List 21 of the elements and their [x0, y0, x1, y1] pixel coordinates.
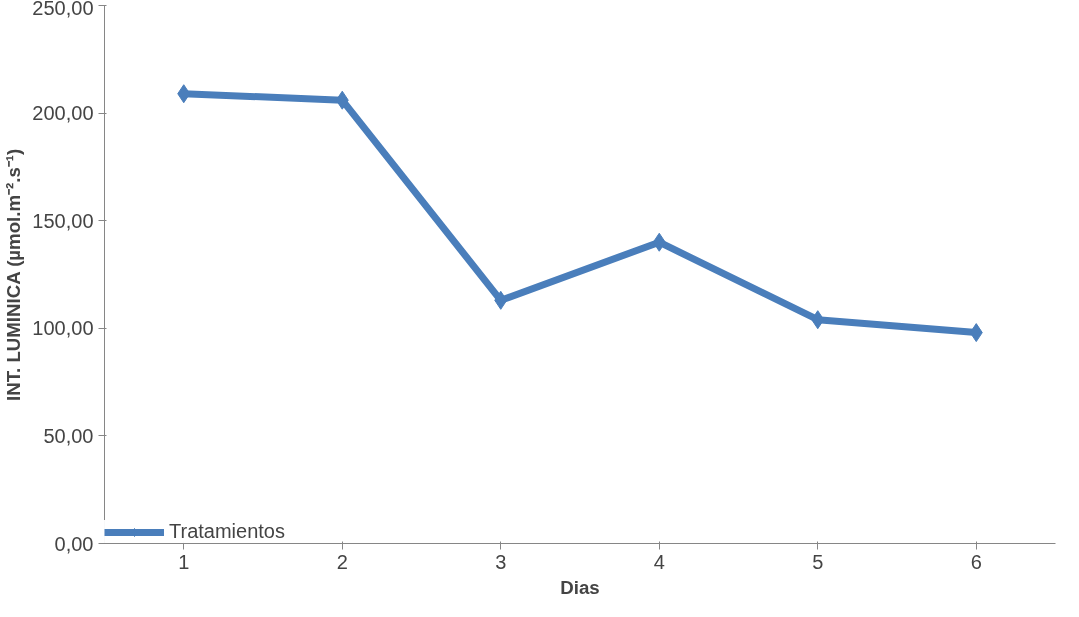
point — [811, 310, 825, 330]
x-tick-label: 3 — [495, 550, 507, 573]
point — [335, 90, 349, 110]
x-tick-label: 4 — [653, 550, 665, 573]
point — [494, 290, 508, 310]
legend-label: Tratamientos — [169, 520, 285, 543]
x-tick-label: 2 — [336, 550, 348, 573]
x-axis-title: Dias — [560, 576, 600, 598]
y-tick-label: 50,00 — [43, 424, 94, 447]
point — [969, 323, 983, 343]
y-tick-label: 200,00 — [32, 102, 94, 125]
y-tick-label: 100,00 — [32, 317, 94, 340]
x-tick-label: 6 — [970, 550, 982, 573]
x-tick-label: 5 — [812, 550, 824, 573]
y-tick-label: 150,00 — [32, 209, 94, 232]
y-tick-label: 250,00 — [32, 0, 94, 19]
y-tick-label: 0,00 — [54, 532, 94, 555]
y-axis-title: INT. LUMINICA (µmol.m⁻².s⁻¹) — [3, 148, 25, 401]
point — [652, 232, 666, 252]
point — [177, 84, 191, 104]
x-tick-label: 1 — [178, 550, 190, 573]
